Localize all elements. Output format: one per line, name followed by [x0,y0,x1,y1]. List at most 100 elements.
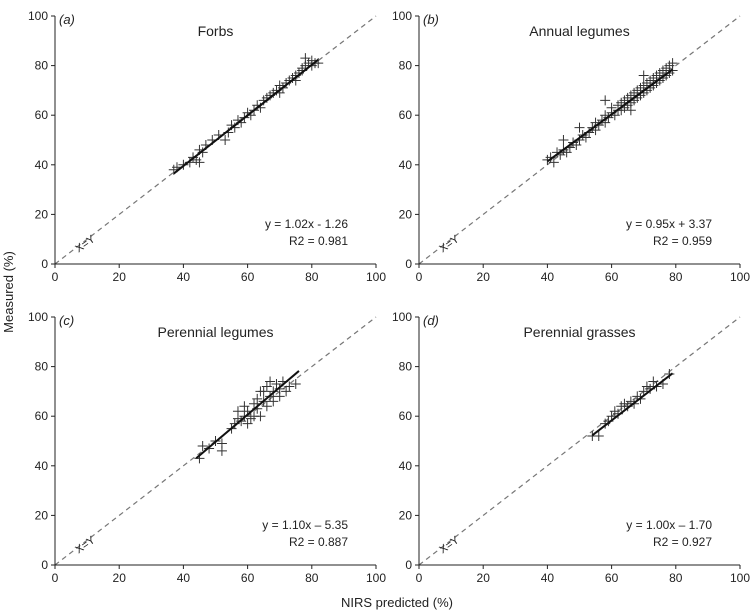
x-axis-label: NIRS predicted (%) [341,595,453,610]
fit-line [546,68,674,163]
y-tick-label: 100 [392,9,412,23]
y-tick-label: 40 [35,459,49,473]
y-tick-label: 40 [35,158,49,172]
x-tick-label: 20 [113,571,127,585]
panel-title: Forbs [198,23,234,39]
fit-equation: y = 1.10x – 5.35 [262,518,348,532]
data-point [667,58,678,69]
x-tick-label: 20 [113,270,127,284]
panel-title: Perennial grasses [523,324,635,340]
y-tick-label: 80 [35,360,49,374]
x-tick-label: 20 [477,270,491,284]
data-point [261,401,272,412]
data-point [255,386,266,397]
x-tick-label: 40 [177,270,191,284]
y-tick-label: 100 [28,310,48,324]
y-tick-label: 20 [35,207,49,221]
panel-letter: (a) [59,12,75,27]
x-tick-label: 0 [52,270,59,284]
fit-line [591,372,674,437]
x-tick-label: 40 [177,571,191,585]
y-tick-label: 60 [35,108,49,122]
x-tick-label: 100 [366,571,386,585]
data-point [600,95,611,106]
data-point [220,135,231,145]
y-tick-label: 100 [392,310,412,324]
x-tick-label: 80 [669,270,683,284]
data-point [268,396,279,407]
x-tick-label: 40 [541,270,555,284]
x-tick-label: 40 [541,571,555,585]
x-tick-label: 60 [241,571,255,585]
panel-title: Annual legumes [529,23,629,39]
x-tick-label: 80 [305,571,319,585]
y-tick-label: 0 [405,257,412,271]
panel-2: 0 20 40 60 80 100 0 20 40 60 80 100 (c) Perennial leg… [28,310,386,585]
data-point [197,440,208,451]
panel-letter: (c) [59,313,74,328]
x-tick-label: 80 [669,571,683,585]
data-point [574,122,585,133]
data-point [558,135,569,145]
y-tick-label: 100 [28,9,48,23]
y-tick-label: 20 [399,207,413,221]
x-tick-label: 0 [52,571,59,585]
data-point [606,102,617,113]
y-tick-label: 80 [35,59,49,73]
fit-equation: y = 1.02x - 1.26 [265,217,348,231]
identity-label: X=Y [437,534,462,556]
identity-label: X=Y [73,534,98,556]
panel-title: Perennial legumes [158,324,274,340]
fit-line [195,370,300,459]
x-tick-label: 60 [605,270,619,284]
x-tick-label: 60 [241,270,255,284]
data-point [265,376,276,387]
x-tick-label: 100 [730,270,750,284]
panel-1: 0 20 40 60 80 100 0 20 40 60 80 100 (b) Annual legume… [392,9,750,284]
data-point [194,157,205,168]
data-point [274,391,285,402]
y-tick-label: 0 [41,558,48,572]
r-squared: R2 = 0.887 [289,535,348,549]
data-point [252,393,263,404]
y-tick-label: 80 [399,360,413,374]
panel-3: 0 20 40 60 80 100 0 20 40 60 80 100 (d) Perennial gra… [392,310,750,585]
y-tick-label: 60 [399,108,413,122]
data-point [548,157,559,168]
data-point [232,406,243,417]
panel-0: 0 20 40 60 80 100 0 20 40 60 80 100 (a) Forbs X=Y y = 1… [28,9,386,284]
data-point [268,386,279,397]
fit-line [173,58,319,175]
data-point [284,381,295,392]
y-tick-label: 40 [399,158,413,172]
r-squared: R2 = 0.981 [289,234,348,248]
x-tick-label: 80 [305,270,319,284]
y-tick-label: 40 [399,459,413,473]
x-tick-label: 60 [605,571,619,585]
panel-letter: (b) [423,12,439,27]
identity-label: X=Y [437,233,462,255]
data-point [593,431,604,442]
x-tick-label: 20 [477,571,491,585]
r-squared: R2 = 0.959 [653,234,712,248]
x-tick-label: 100 [730,571,750,585]
y-tick-label: 20 [35,508,49,522]
identity-label: X=Y [73,233,98,255]
y-axis-label: Measured (%) [1,251,16,333]
data-point [290,378,301,389]
y-tick-label: 20 [399,508,413,522]
y-tick-label: 0 [41,257,48,271]
x-tick-label: 100 [366,270,386,284]
panel-letter: (d) [423,313,439,328]
x-tick-label: 0 [416,571,423,585]
r-squared: R2 = 0.927 [653,535,712,549]
x-tick-label: 0 [416,270,423,284]
identity-line [418,316,741,566]
y-tick-label: 0 [405,558,412,572]
fit-equation: y = 0.95x + 3.37 [626,217,712,231]
y-tick-label: 60 [399,409,413,423]
data-point [625,105,636,116]
fit-equation: y = 1.00x – 1.70 [626,518,712,532]
data-point [249,411,260,422]
